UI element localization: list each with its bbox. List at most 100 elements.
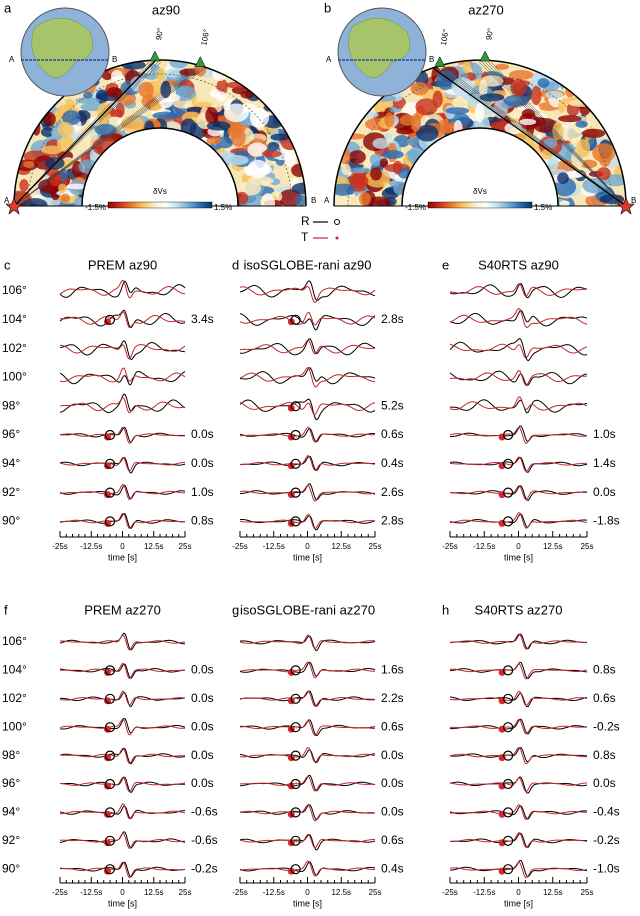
velocity-anomaly (75, 97, 100, 104)
delay-label: 0.6s (381, 833, 404, 847)
station (149, 50, 161, 62)
velocity-anomaly (392, 160, 403, 175)
time-axis-label: time [s] (108, 552, 137, 562)
r-onset (502, 693, 514, 704)
ray-path (487, 61, 627, 207)
delay-label: -0.2s (191, 861, 218, 875)
velocity-anomaly (192, 101, 213, 108)
r-onset (290, 722, 301, 733)
velocity-anomaly (381, 150, 404, 159)
inset-b: B (429, 55, 434, 64)
velocity-anomaly (504, 122, 523, 135)
radial-trace (239, 338, 376, 356)
velocity-anomaly (462, 61, 472, 74)
panel-title: S40RTS az270 (475, 602, 563, 617)
velocity-anomaly (342, 133, 366, 140)
velocity-anomaly (138, 81, 154, 98)
time-tick-label: -12.5s (473, 888, 495, 897)
panel-letter: f (4, 602, 8, 617)
transverse-trace (60, 833, 186, 849)
r-onset (502, 458, 514, 469)
transverse-trace (450, 283, 588, 297)
delay-label: 0.0s (191, 427, 214, 441)
delay-label: 0.8s (593, 663, 616, 677)
time-tick-label: -25s (442, 888, 458, 897)
radial-trace (59, 776, 185, 793)
transverse-trace (60, 662, 186, 679)
distance-label: 106° (2, 634, 27, 648)
r-onset (104, 835, 116, 846)
great-circle (432, 67, 627, 207)
delay-label: 0.0s (191, 719, 214, 733)
r-onset (502, 722, 514, 733)
delay-label: 0.0s (191, 748, 214, 762)
transverse-trace (59, 367, 186, 383)
radial-trace (59, 340, 186, 361)
time-tick-label: -25s (232, 542, 248, 551)
radial-trace (59, 747, 186, 765)
transverse-trace (59, 397, 185, 414)
ray-path (478, 61, 627, 207)
panel-title: az270 (468, 2, 503, 17)
station (194, 56, 206, 67)
colorbar-label: δVs (473, 187, 487, 196)
ray-path (13, 67, 198, 207)
distance-label: 102° (2, 691, 27, 705)
panel-letter: h (442, 602, 449, 617)
velocity-anomaly (596, 167, 611, 181)
transverse-trace (239, 860, 375, 877)
delay-label: 0.6s (593, 691, 616, 705)
time-tick-label: 0 (305, 888, 310, 897)
panel-title: az90 (152, 2, 180, 17)
velocity-anomaly (43, 111, 56, 127)
r-onset (502, 516, 514, 527)
delay-label: 0.0s (381, 805, 404, 819)
r-onset (104, 778, 116, 790)
velocity-anomaly (587, 138, 598, 149)
transverse-trace (59, 691, 186, 706)
transverse-trace (450, 485, 587, 500)
transverse-trace (239, 485, 376, 502)
corner-b: B (631, 196, 636, 205)
transverse-trace (59, 718, 186, 736)
time-tick-label: 25s (369, 542, 382, 551)
velocity-anomaly (231, 127, 246, 148)
velocity-anomaly (599, 194, 625, 205)
velocity-anomaly (474, 103, 485, 123)
transverse-trace (59, 634, 186, 651)
velocity-anomaly (558, 115, 582, 123)
transverse-trace (240, 720, 376, 736)
radial-trace (59, 309, 186, 329)
time-tick-label: 0 (120, 888, 125, 897)
station (479, 50, 491, 62)
panel-letter: e (442, 257, 449, 272)
delay-label: -0.4s (593, 805, 620, 819)
radial-trace (240, 804, 376, 820)
delay-label: 0.0s (381, 748, 404, 762)
velocity-anomaly (149, 101, 162, 112)
legend-t: T (301, 230, 309, 244)
radial-trace (59, 371, 186, 386)
velocity-anomaly (517, 104, 541, 112)
ray-path (13, 67, 195, 207)
velocity-anomaly (557, 172, 569, 184)
transverse-trace (59, 484, 185, 501)
transverse-trace (59, 861, 186, 879)
transverse-trace (239, 366, 375, 388)
radial-trace (239, 398, 376, 421)
transverse-trace (449, 343, 588, 359)
velocity-anomaly (494, 63, 510, 70)
r-onset (290, 429, 301, 441)
delay-label: -1.0s (593, 861, 620, 875)
time-tick-label: -25s (52, 542, 68, 551)
transverse-trace (449, 426, 588, 444)
panel-title: PREM az270 (84, 602, 161, 617)
radial-trace (239, 313, 376, 331)
transverse-trace (239, 401, 376, 416)
transverse-trace (59, 344, 186, 360)
delay-label: 3.4s (191, 312, 214, 326)
velocity-anomaly (152, 111, 178, 120)
transverse-trace (59, 457, 185, 472)
